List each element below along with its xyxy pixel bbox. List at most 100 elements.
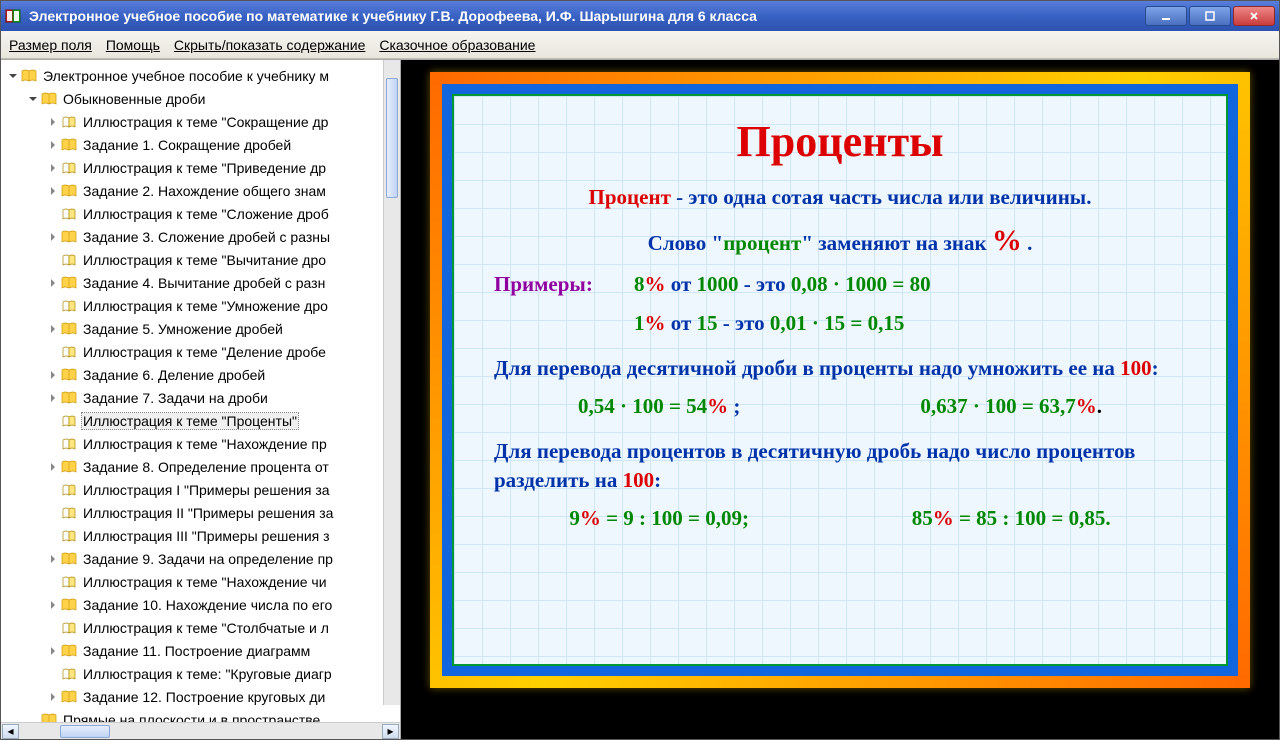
expander-icon[interactable] — [47, 369, 59, 381]
app-window: Электронное учебное пособие по математик… — [0, 0, 1280, 740]
tree-item[interactable]: Иллюстрация к теме "Вычитание дро — [1, 248, 400, 271]
book-icon — [61, 138, 77, 152]
maximize-button[interactable] — [1189, 6, 1231, 26]
scroll-thumb[interactable] — [386, 78, 398, 198]
tree-item[interactable]: Иллюстрация к теме "Умножение дро — [1, 294, 400, 317]
tree-item[interactable]: Иллюстрация к теме "Сложение дроб — [1, 202, 400, 225]
scroll-track[interactable] — [20, 724, 381, 739]
tree-item[interactable]: Прямые на плоскости и в пространстве — [1, 708, 400, 722]
expander-icon[interactable] — [47, 599, 59, 611]
tree-item[interactable]: Иллюстрация I "Примеры решения за — [1, 478, 400, 501]
book-icon — [61, 276, 77, 290]
vertical-scrollbar[interactable] — [383, 60, 400, 705]
book-icon — [61, 368, 77, 382]
rule-2: Для перевода процентов в десятичную дроб… — [488, 437, 1192, 494]
scroll-right-icon[interactable]: ▸ — [382, 724, 399, 739]
expander-icon[interactable] — [27, 93, 39, 105]
tree-branch[interactable]: Обыкновенные дроби — [1, 87, 400, 110]
expander-icon[interactable] — [47, 645, 59, 657]
minimize-button[interactable] — [1145, 6, 1187, 26]
tree-item[interactable]: Задание 2. Нахождение общего знам — [1, 179, 400, 202]
examples-block: Примеры: 8% от 1000 - это 0,08 · 1000 = … — [488, 272, 1192, 336]
content-viewer: Проценты Процент - это одна сотая часть … — [401, 60, 1279, 739]
expander-icon[interactable] — [47, 323, 59, 335]
tree-item[interactable]: Иллюстрация к теме "Проценты" — [1, 409, 400, 432]
book-icon — [61, 644, 77, 658]
page-icon — [61, 667, 77, 681]
tree-item[interactable]: Иллюстрация к теме "Нахождение чи — [1, 570, 400, 593]
page-icon — [61, 207, 77, 221]
menu-fairy-edu[interactable]: Сказочное образование — [379, 37, 535, 53]
page-icon — [61, 437, 77, 451]
book-icon — [61, 230, 77, 244]
book-icon — [61, 552, 77, 566]
tree-item[interactable]: Задание 3. Сложение дробей с разны — [1, 225, 400, 248]
book-icon — [41, 713, 57, 723]
hscroll-thumb[interactable] — [60, 725, 110, 738]
tree-panel: Электронное учебное пособие к учебнику м… — [1, 60, 401, 739]
tree-item[interactable]: Задание 12. Построение круговых ди — [1, 685, 400, 708]
expander-icon[interactable] — [47, 185, 59, 197]
expander-icon[interactable] — [47, 116, 59, 128]
calc-row-1: 0,54 · 100 = 54% ; 0,637 · 100 = 63,7%. — [488, 394, 1192, 419]
window-controls — [1145, 6, 1275, 26]
example-row: 1% от 15 - это 0,01 · 15 = 0,15 — [488, 311, 1192, 336]
tree-item[interactable]: Задание 1. Сокращение дробей — [1, 133, 400, 156]
book-icon — [41, 92, 57, 106]
expander-icon[interactable] — [47, 553, 59, 565]
page-icon — [61, 253, 77, 267]
tree-root[interactable]: Электронное учебное пособие к учебнику м — [1, 64, 400, 87]
page-icon — [61, 115, 77, 129]
expander-icon[interactable] — [47, 139, 59, 151]
expander-icon[interactable] — [47, 277, 59, 289]
expander-icon[interactable] — [47, 231, 59, 243]
book-icon — [61, 598, 77, 612]
expander-icon[interactable] — [47, 461, 59, 473]
toc-tree[interactable]: Электронное учебное пособие к учебнику м… — [1, 60, 400, 722]
titlebar[interactable]: Электронное учебное пособие по математик… — [1, 1, 1279, 31]
tree-item[interactable]: Иллюстрация к теме "Столбчатые и л — [1, 616, 400, 639]
calc-row-2: 9% = 9 : 100 = 0,09; 85% = 85 : 100 = 0,… — [488, 506, 1192, 531]
slide-frame: Проценты Процент - это одна сотая часть … — [430, 72, 1250, 688]
example-row: Примеры: 8% от 1000 - это 0,08 · 1000 = … — [488, 272, 1192, 297]
notation-line: Слово "процент" заменяют на знак % . — [488, 224, 1192, 258]
expander-icon[interactable] — [47, 691, 59, 703]
book-icon — [21, 69, 37, 83]
slide: Проценты Процент - это одна сотая часть … — [452, 94, 1228, 666]
tree-item[interactable]: Задание 10. Нахождение числа по его — [1, 593, 400, 616]
page-icon — [61, 575, 77, 589]
expander-icon[interactable] — [47, 162, 59, 174]
menu-field-size[interactable]: Размер поля — [9, 37, 92, 53]
page-icon — [61, 506, 77, 520]
expander-icon[interactable] — [7, 70, 19, 82]
menu-help[interactable]: Помощь — [106, 37, 160, 53]
tree-item[interactable]: Иллюстрация к теме "Приведение др — [1, 156, 400, 179]
book-icon — [61, 690, 77, 704]
page-icon — [61, 161, 77, 175]
page-icon — [61, 299, 77, 313]
tree-item[interactable]: Иллюстрация к теме: "Круговые диагр — [1, 662, 400, 685]
tree-item[interactable]: Задание 8. Определение процента от — [1, 455, 400, 478]
tree-item[interactable]: Задание 5. Умножение дробей — [1, 317, 400, 340]
tree-item[interactable]: Задание 7. Задачи на дроби — [1, 386, 400, 409]
tree-item[interactable]: Иллюстрация к теме "Сокращение др — [1, 110, 400, 133]
expander-icon[interactable] — [47, 392, 59, 404]
tree-item[interactable]: Иллюстрация к теме "Деление дробе — [1, 340, 400, 363]
tree-item[interactable]: Задание 9. Задачи на определение пр — [1, 547, 400, 570]
tree-item[interactable]: Иллюстрация III "Примеры решения з — [1, 524, 400, 547]
book-icon — [61, 184, 77, 198]
menubar: Размер поля Помощь Скрыть/показать содер… — [1, 31, 1279, 59]
horizontal-scrollbar[interactable]: ◂ ▸ — [1, 722, 400, 739]
tree-item[interactable]: Задание 11. Построение диаграмм — [1, 639, 400, 662]
tree-item[interactable]: Иллюстрация к теме "Нахождение пр — [1, 432, 400, 455]
page-icon — [61, 345, 77, 359]
page-icon — [61, 483, 77, 497]
menu-toggle-toc[interactable]: Скрыть/показать содержание — [174, 37, 365, 53]
tree-item[interactable]: Задание 4. Вычитание дробей с разн — [1, 271, 400, 294]
book-icon — [61, 322, 77, 336]
tree-item[interactable]: Задание 6. Деление дробей — [1, 363, 400, 386]
page-icon — [61, 529, 77, 543]
tree-item[interactable]: Иллюстрация II "Примеры решения за — [1, 501, 400, 524]
scroll-left-icon[interactable]: ◂ — [2, 724, 19, 739]
close-button[interactable] — [1233, 6, 1275, 26]
